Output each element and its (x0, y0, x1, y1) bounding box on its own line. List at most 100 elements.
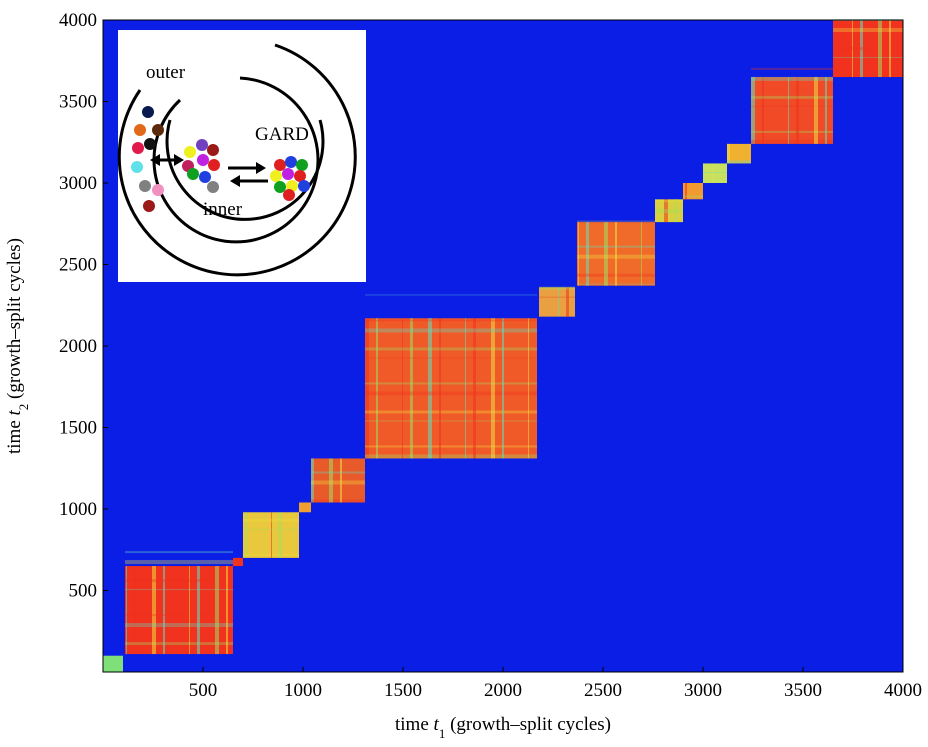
y-tick-label: 1000 (59, 499, 97, 520)
texture (683, 195, 703, 198)
texture (311, 480, 365, 485)
texture (410, 318, 413, 459)
block (103, 655, 123, 672)
texture (311, 499, 365, 503)
block (233, 557, 243, 567)
texture (365, 382, 537, 385)
texture (226, 566, 228, 655)
texture (340, 458, 342, 503)
block (299, 502, 311, 513)
texture (502, 318, 504, 459)
texture (365, 318, 369, 459)
y-tick-label: 4000 (59, 10, 97, 31)
block (703, 163, 727, 183)
x-tick-label: 1000 (284, 680, 322, 701)
texture (860, 20, 863, 78)
texture (125, 551, 233, 554)
texture (365, 294, 537, 296)
inset-label: GARD (255, 124, 309, 145)
y-tick-label: 500 (69, 581, 98, 602)
texture (751, 105, 833, 107)
texture (641, 222, 642, 286)
texture (134, 566, 137, 655)
texture (655, 200, 683, 203)
outer-arc (152, 76, 320, 244)
block (727, 143, 751, 164)
texture (655, 209, 683, 214)
texture (615, 222, 617, 286)
texture (428, 318, 432, 459)
x-tick-label: 500 (189, 680, 218, 701)
texture (243, 518, 299, 522)
y-tick-label: 1500 (59, 418, 97, 439)
texture (152, 566, 156, 655)
texture (703, 172, 727, 173)
block (539, 287, 575, 317)
outer-ring (117, 43, 357, 277)
texture (365, 357, 537, 359)
texture (125, 614, 233, 617)
x-axis-label: time t1 (growth–split cycles) (395, 714, 611, 741)
texture (197, 566, 200, 655)
texture (215, 566, 219, 655)
texture (751, 67, 833, 70)
texture (713, 163, 714, 183)
texture (125, 642, 233, 646)
texture (539, 296, 575, 298)
texture (788, 77, 789, 144)
texture (465, 318, 466, 459)
y-tick-label: 3500 (59, 92, 97, 113)
texture (125, 579, 233, 583)
y-axis-label: time t2 (growth–split cycles) (4, 238, 31, 454)
texture (852, 20, 853, 78)
texture (586, 222, 589, 286)
texture (125, 589, 233, 591)
inset-diagram: outer inner GARD (117, 30, 366, 282)
texture (577, 245, 655, 248)
plot-area: 500 1000 1500 2000 2500 3000 3500 4000 500 1000 15… (59, 10, 922, 701)
texture (889, 20, 891, 78)
arrows (150, 154, 268, 187)
texture (727, 160, 751, 164)
texture (751, 95, 833, 99)
x-tick-label: 3500 (784, 680, 822, 701)
y-tick-label: 2000 (59, 336, 97, 357)
texture (365, 420, 537, 422)
texture (365, 410, 537, 414)
texture (539, 286, 575, 290)
y-tick-label: 3000 (59, 173, 97, 194)
block (833, 20, 903, 78)
texture (365, 347, 537, 351)
texture (329, 458, 333, 503)
texture (825, 77, 827, 144)
texture (365, 328, 537, 333)
texture (751, 130, 833, 133)
texture (311, 458, 314, 503)
texture (664, 199, 668, 223)
texture (245, 512, 247, 558)
block (751, 77, 833, 144)
texture (402, 318, 403, 459)
texture (814, 77, 818, 144)
x-tick-label: 2500 (584, 680, 622, 701)
texture (365, 454, 537, 459)
texture (163, 566, 165, 655)
texture (439, 318, 441, 459)
texture (376, 318, 378, 459)
texture (604, 222, 608, 286)
outer-molecules (131, 106, 164, 212)
texture (125, 623, 233, 628)
texture (685, 183, 687, 200)
texture (311, 471, 365, 474)
texture (365, 445, 537, 448)
texture (727, 143, 730, 164)
texture (578, 222, 579, 286)
texture (473, 318, 476, 459)
texture (833, 47, 903, 51)
texture (279, 512, 282, 558)
texture (751, 77, 755, 144)
texture (762, 77, 764, 144)
inset-label: outer (146, 62, 186, 83)
texture (577, 220, 655, 222)
